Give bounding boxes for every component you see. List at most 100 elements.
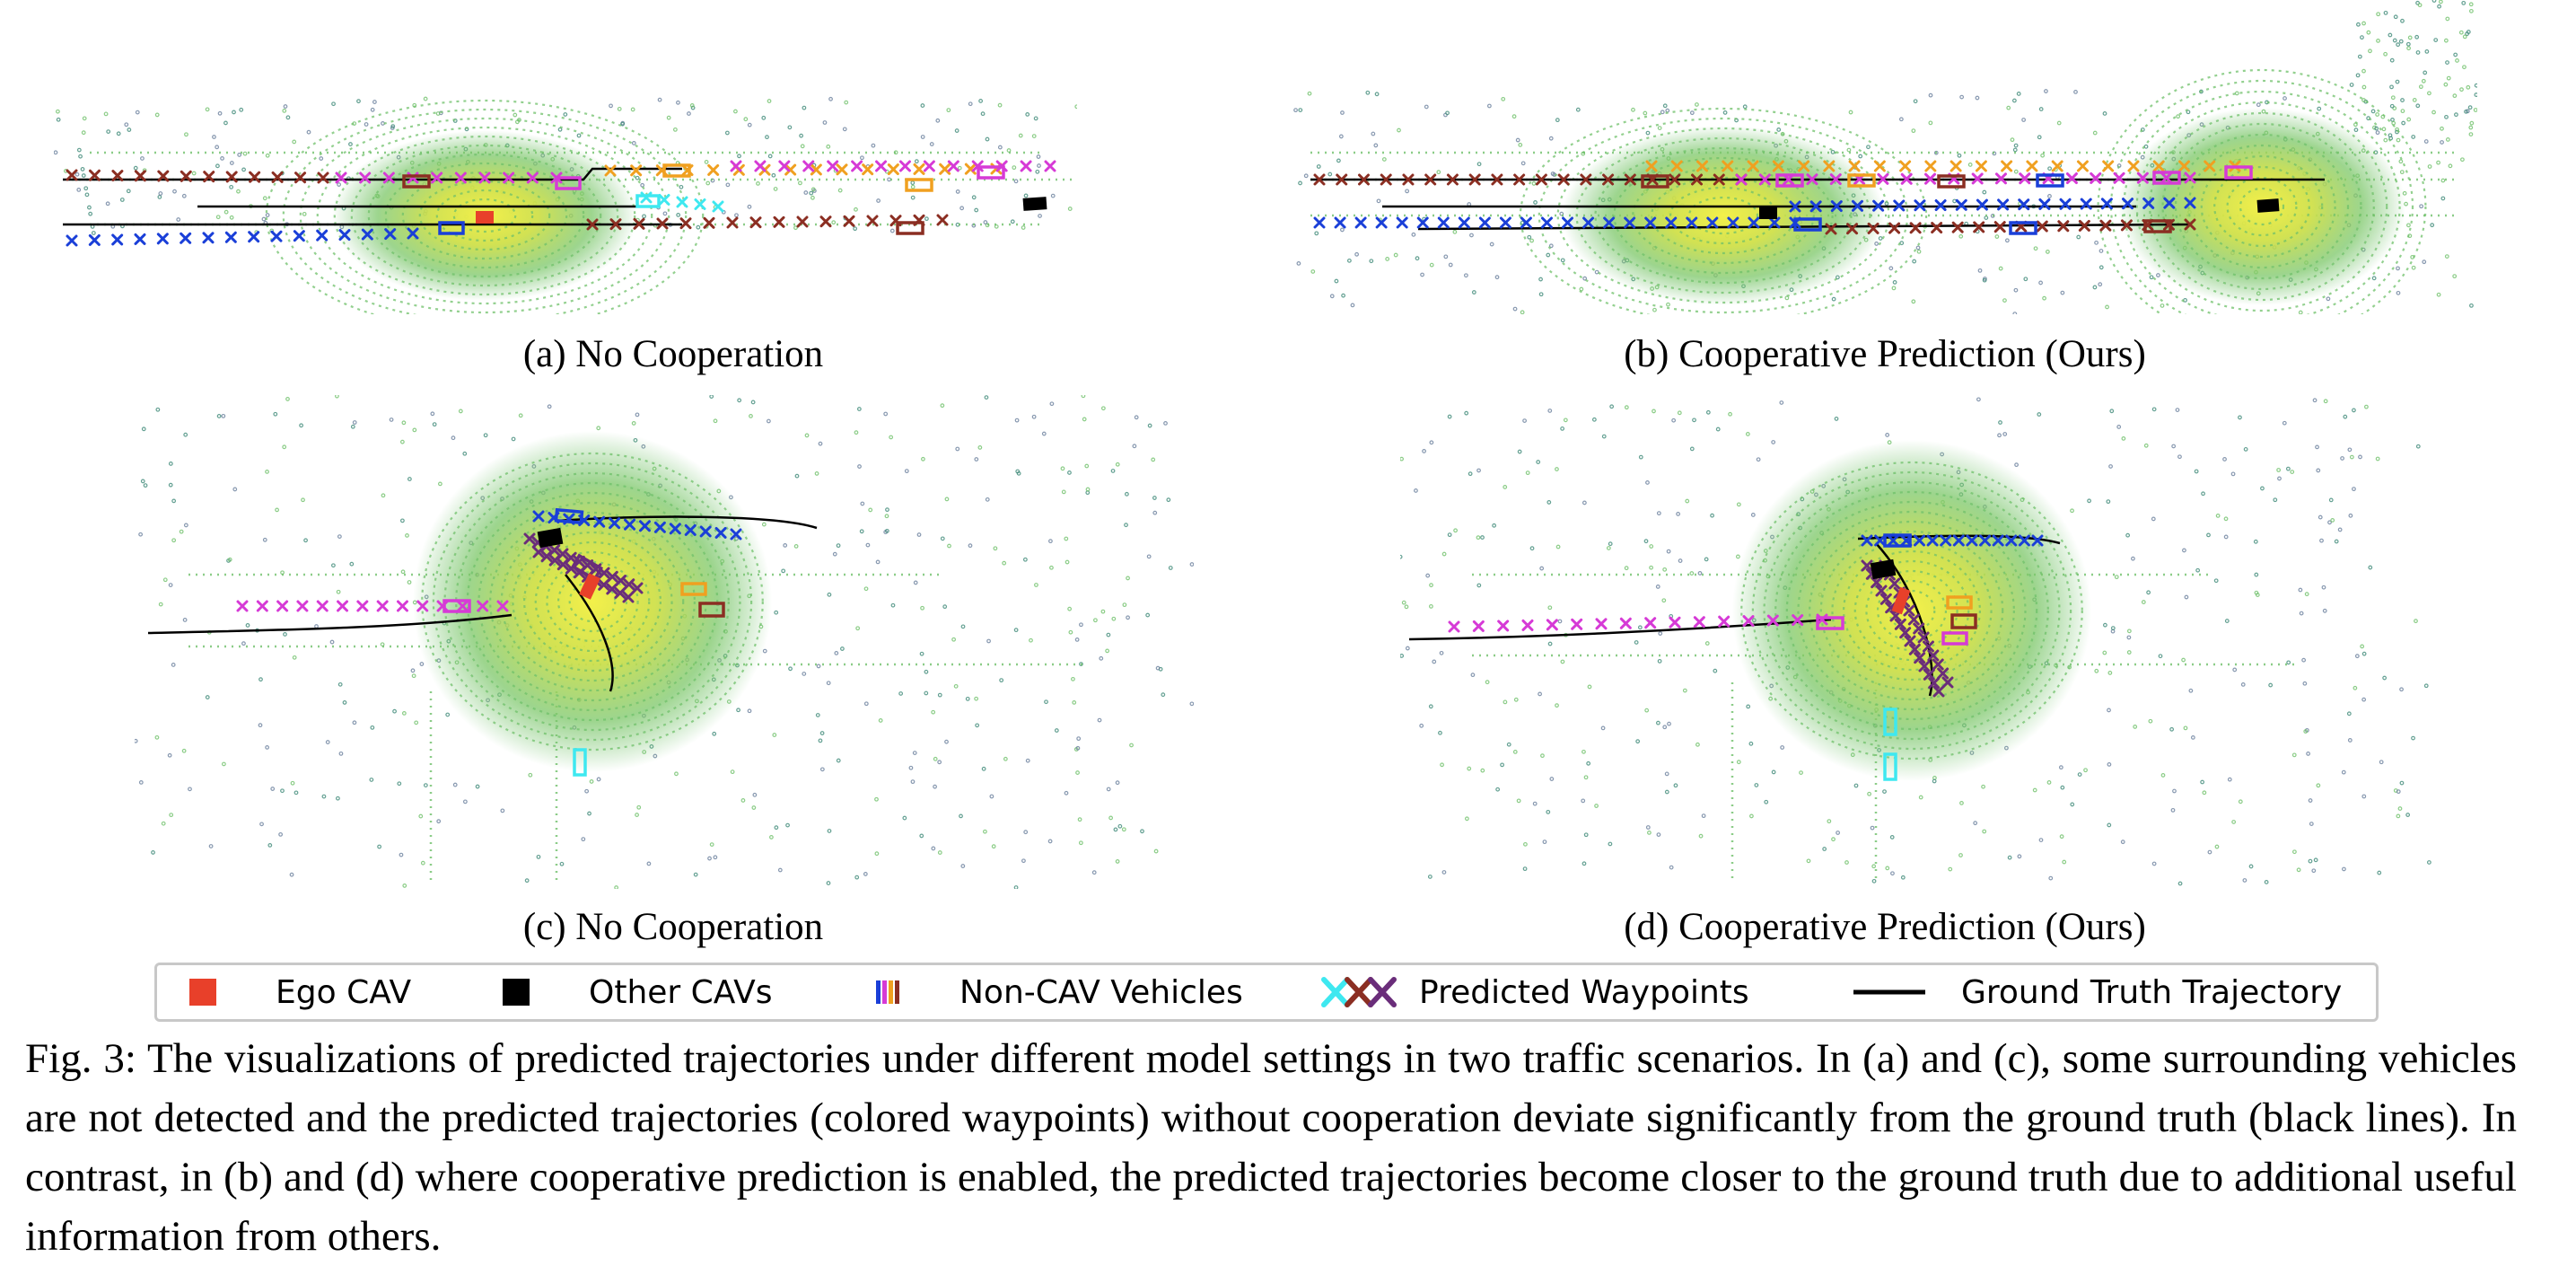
lidar-point	[1033, 116, 1038, 121]
lidar-point	[155, 407, 161, 412]
lidar-point	[1634, 640, 1639, 645]
lidar-point	[352, 420, 357, 425]
lidar-point	[662, 211, 668, 216]
lidar-point	[919, 651, 924, 656]
waypoint-marker	[1908, 643, 1921, 655]
waypoint-marker	[609, 517, 621, 530]
lidar-point	[1899, 241, 1905, 246]
lidar-point	[1432, 659, 1437, 664]
lidar-point	[761, 522, 767, 527]
lidar-point	[1495, 787, 1501, 792]
lidar-point	[2431, 110, 2436, 115]
lidar-point	[138, 780, 144, 785]
waypoint-marker	[2102, 160, 2115, 172]
lidar-point	[290, 780, 295, 786]
lidar-point	[767, 99, 772, 103]
lidar-point	[265, 213, 270, 217]
lidar-point	[1429, 440, 1434, 445]
lidar-point	[2094, 668, 2099, 673]
lidar-point	[1779, 400, 1784, 405]
lidar-point	[412, 427, 417, 433]
lidar-point	[289, 872, 294, 877]
lidar-point	[809, 190, 814, 196]
lidar-point	[2141, 600, 2146, 604]
lidar-point	[475, 784, 480, 789]
waypoint-marker	[293, 230, 305, 242]
waypoint-marker	[1924, 160, 1937, 172]
lidar-point	[959, 206, 965, 211]
legend-label-waypoints: Predicted Waypoints	[1419, 973, 1749, 1011]
lidar-point	[2002, 432, 2008, 436]
waypoint-marker	[1546, 619, 1558, 631]
lidar-point	[2120, 840, 2125, 845]
waypoint-marker	[66, 169, 78, 181]
lidar-point	[1664, 771, 1669, 777]
waypoint-marker	[66, 234, 78, 247]
lidar-point	[2254, 590, 2259, 595]
lidar-point	[2256, 102, 2261, 108]
lidar-point	[984, 395, 989, 400]
lidar-point	[1682, 688, 1687, 693]
lidar-ring	[1785, 500, 2038, 721]
waypoint-marker	[1872, 199, 1885, 212]
lidar-point	[1728, 411, 1732, 417]
lidar-point	[954, 128, 959, 133]
lidar-point	[236, 189, 241, 194]
lidar-point	[2126, 629, 2132, 634]
waypoint-marker	[1874, 534, 1887, 547]
lidar-ring	[367, 153, 602, 278]
lidar-hotspot	[1732, 440, 2091, 781]
lidar-point	[1022, 557, 1028, 562]
lidar-ring	[1763, 480, 2061, 741]
lidar-point	[2268, 682, 2274, 688]
lidar-point	[337, 681, 343, 687]
lidar-point	[1034, 583, 1038, 587]
lidar-point	[267, 843, 273, 848]
lidar-point	[2427, 164, 2432, 169]
lidar-point	[2002, 298, 2007, 303]
waypoint-marker	[730, 528, 742, 541]
lidar-point	[212, 135, 216, 139]
lidar-point	[1189, 562, 1194, 567]
waypoint-marker	[224, 231, 237, 243]
lidar-ring	[1774, 490, 2049, 731]
lidar-point	[1097, 717, 1102, 723]
lidar-point	[1054, 728, 1059, 733]
lidar-point	[631, 421, 636, 426]
lidar-ring	[1575, 136, 1871, 295]
lidar-point	[1441, 870, 1447, 875]
lidar-point	[2400, 18, 2405, 23]
lidar-point	[1298, 180, 1302, 186]
lidar-point	[935, 118, 941, 123]
lidar-ring	[1809, 520, 2015, 701]
lidar-point	[306, 129, 311, 135]
lidar-point	[1888, 266, 1894, 271]
lidar-point	[1035, 169, 1040, 174]
lidar-point	[1329, 294, 1335, 299]
lidar-point	[1420, 272, 1424, 277]
lidar-point	[237, 153, 242, 157]
lidar-point	[980, 111, 986, 117]
lidar-point	[183, 523, 188, 528]
lidar-point	[1606, 546, 1611, 550]
waypoint-marker	[111, 233, 124, 246]
lidar-point	[437, 481, 442, 487]
lidar-point	[2126, 635, 2132, 640]
lidar-point	[2105, 304, 2109, 310]
lidar-point	[826, 681, 831, 686]
waypoint-marker	[843, 215, 855, 227]
lidar-point	[229, 161, 234, 165]
lidar-point	[2201, 491, 2205, 497]
lidar-point	[1932, 778, 1937, 784]
lidar-point	[411, 673, 416, 679]
lidar-point	[2396, 290, 2401, 295]
lidar-point	[1853, 783, 1859, 788]
lidar-point	[2172, 788, 2177, 794]
waypoint-marker	[1931, 222, 1943, 234]
lidar-point	[1397, 127, 1401, 133]
lidar-point	[135, 110, 140, 115]
lidar-point	[977, 445, 983, 450]
lidar-point	[2389, 57, 2395, 63]
waypoint-marker	[1825, 223, 1837, 235]
lidar-point	[401, 710, 407, 716]
